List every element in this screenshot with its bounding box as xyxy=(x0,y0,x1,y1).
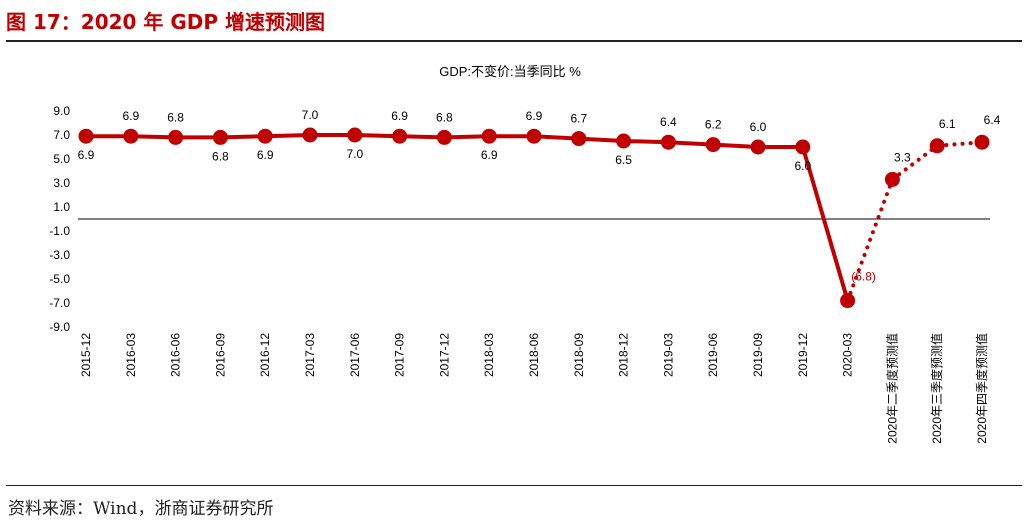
x-tick-label: 2018-06 xyxy=(527,333,541,377)
gdp-line-chart: GDP:不变价:当季同比 % 9.0 7.0 5.0 3.0 1.0 -1.0 -3.0 -5… xyxy=(49,64,1001,444)
forecast-point xyxy=(884,171,900,187)
data-point xyxy=(347,127,363,143)
x-tick-label: 2020年四季度预测值 xyxy=(974,333,989,444)
data-point xyxy=(302,127,318,143)
data-point xyxy=(436,129,452,145)
data-labels: 6.9 6.9 6.8 6.8 6.9 7.0 7.0 6.9 6.8 6.9 6.9 6.7 6.5 6… xyxy=(78,108,1001,284)
y-tick-label: -3.0 xyxy=(49,248,70,262)
x-tick-label: 2019-09 xyxy=(751,333,765,377)
y-tick-label: 5.0 xyxy=(53,152,70,166)
data-label: 6.1 xyxy=(939,117,956,131)
data-point xyxy=(705,137,721,153)
x-tick-label: 2020-03 xyxy=(841,333,855,377)
data-point xyxy=(168,129,184,145)
data-label: 6.8 xyxy=(167,110,184,124)
data-label: 6.9 xyxy=(257,148,274,162)
data-point xyxy=(616,133,632,149)
y-tick-label: 3.0 xyxy=(53,176,70,190)
x-tick-label: 2018-03 xyxy=(482,333,496,377)
x-tick-label: 2016-03 xyxy=(124,333,138,377)
data-label: 6.9 xyxy=(122,109,139,123)
data-point xyxy=(526,128,542,144)
data-point xyxy=(481,128,497,144)
bottom-rule xyxy=(6,485,1022,486)
data-label: 6.4 xyxy=(984,113,1001,127)
x-tick-label: 2016-06 xyxy=(169,333,183,377)
y-tick-label: 9.0 xyxy=(53,104,70,118)
data-point xyxy=(78,128,94,144)
data-point xyxy=(392,128,408,144)
top-rule xyxy=(6,40,1022,42)
figure-title: 图 17：2020 年 GDP 增速预测图 xyxy=(6,10,326,34)
x-tick-label: 2020年三季度预测值 xyxy=(929,333,944,444)
forecast-point xyxy=(929,138,945,154)
data-label: 7.0 xyxy=(302,108,319,122)
data-label: 6.2 xyxy=(705,118,722,132)
data-point xyxy=(212,129,228,145)
x-tick-label: 2018-12 xyxy=(617,333,631,377)
x-tick-label: 2019-06 xyxy=(706,333,720,377)
data-label: 6.7 xyxy=(570,112,587,126)
data-label: 3.3 xyxy=(894,150,911,164)
data-point xyxy=(257,128,273,144)
x-tick-label: 2016-12 xyxy=(258,333,272,377)
chart-title: GDP:不变价:当季同比 % xyxy=(439,64,581,79)
data-point xyxy=(840,293,856,309)
y-tick-label: -5.0 xyxy=(49,272,70,286)
series-line-forecast xyxy=(845,140,984,303)
data-point xyxy=(123,128,139,144)
data-label: 7.0 xyxy=(346,147,363,161)
data-point xyxy=(660,134,676,150)
x-tick-label: 2017-09 xyxy=(393,333,407,377)
y-tick-label: -9.0 xyxy=(49,320,70,334)
y-tick-label: 7.0 xyxy=(53,128,70,142)
x-tick-label: 2018-09 xyxy=(572,333,586,377)
y-tick-label: 1.0 xyxy=(53,200,70,214)
x-tick-label: 2017-06 xyxy=(348,333,362,377)
data-label: 6.0 xyxy=(794,159,811,173)
data-label: 6.4 xyxy=(660,115,677,129)
y-tick-label: -1.0 xyxy=(49,224,70,238)
data-label: 6.5 xyxy=(615,153,632,167)
x-tick-label: 2015-12 xyxy=(79,333,93,377)
data-label: 6.0 xyxy=(750,120,767,134)
y-axis: 9.0 7.0 5.0 3.0 1.0 -1.0 -3.0 -5.0 -7.0 -9.0 xyxy=(49,104,70,334)
data-label: 6.9 xyxy=(481,148,498,162)
x-tick-label: 2017-12 xyxy=(437,333,451,377)
data-label: 6.9 xyxy=(78,148,95,162)
data-label: 6.9 xyxy=(391,109,408,123)
x-tick-label: 2019-03 xyxy=(661,333,675,377)
data-point xyxy=(750,139,766,155)
forecast-point xyxy=(974,134,990,150)
x-axis: 2015-12 2016-03 2016-06 2016-09 2016-12 2017-… xyxy=(78,218,990,444)
data-label: 6.9 xyxy=(526,109,543,123)
data-point xyxy=(795,139,811,155)
data-label: 6.8 xyxy=(436,110,453,124)
x-tick-label: 2016-09 xyxy=(213,333,227,377)
data-label: (6.8) xyxy=(851,270,876,284)
x-tick-label: 2019-12 xyxy=(796,333,810,377)
data-point xyxy=(571,131,587,147)
y-tick-label: -7.0 xyxy=(49,296,70,310)
series-gdp xyxy=(78,127,990,309)
x-tick-label: 2020年二季度预测值 xyxy=(884,333,899,444)
data-label: 6.8 xyxy=(212,149,229,163)
series-line-actual xyxy=(86,133,850,302)
x-tick-label: 2017-03 xyxy=(303,333,317,377)
source-note: 资料来源：Wind，浙商证券研究所 xyxy=(8,499,274,519)
